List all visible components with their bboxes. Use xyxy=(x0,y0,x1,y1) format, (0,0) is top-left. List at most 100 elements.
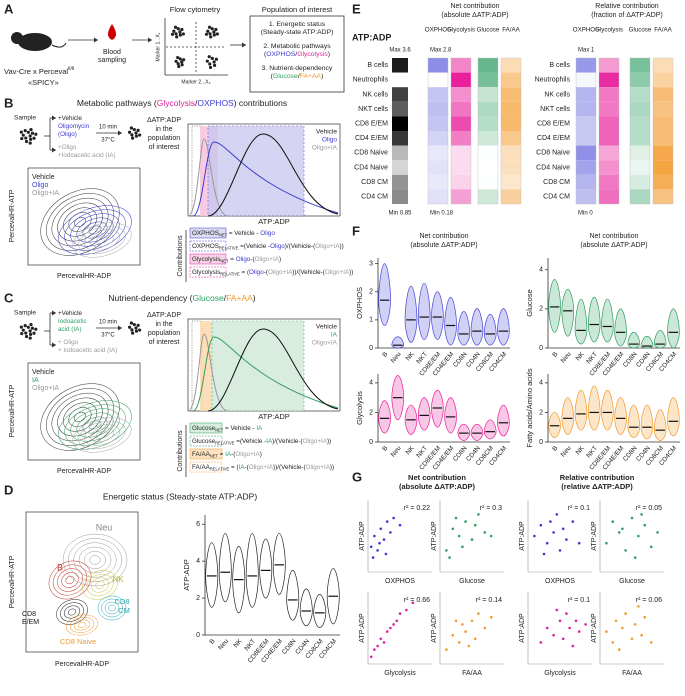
heat-cell xyxy=(653,58,673,73)
cell-dot xyxy=(127,130,132,134)
violin xyxy=(497,404,510,437)
cell-dot xyxy=(136,128,140,132)
heat-cell xyxy=(392,87,408,102)
cell-dot xyxy=(177,64,181,69)
cell-dot xyxy=(178,30,182,34)
scatter-point xyxy=(454,619,458,623)
scatter-point xyxy=(470,538,474,541)
heat-cell xyxy=(392,116,408,131)
axis-label: Glycolysis xyxy=(384,670,416,677)
arrow-head xyxy=(52,342,56,348)
cell-dot xyxy=(172,29,176,33)
cell-dot xyxy=(19,325,23,329)
text-part: Oligo+IA xyxy=(325,269,350,276)
column-frame xyxy=(427,57,449,205)
r-squared: r² = 0.06 xyxy=(636,597,662,604)
heat-cell xyxy=(576,101,596,117)
label: 10 min xyxy=(99,320,117,326)
heat-cell xyxy=(451,101,471,117)
heat-cell xyxy=(392,58,408,73)
text-part: (Steady-state ATP:ADP) xyxy=(261,29,334,36)
text-part: IA xyxy=(239,464,246,471)
text-part: +Oligo xyxy=(58,144,77,151)
text-part: = ( xyxy=(229,464,239,471)
scatter-point xyxy=(398,523,402,527)
contour xyxy=(108,604,116,612)
x-tick-label: B xyxy=(208,638,216,646)
column-label: Glycolysis xyxy=(447,27,475,34)
text-part: / xyxy=(298,73,300,80)
cell-dot xyxy=(173,25,178,29)
contour xyxy=(82,416,108,434)
scatter-point xyxy=(611,641,615,644)
row-label: CD8 Naive xyxy=(354,150,388,157)
axis-label: ATP:ADP xyxy=(182,559,191,591)
contour xyxy=(62,533,128,587)
column-label: OXPHOS xyxy=(573,27,599,34)
legend-entry: Vehicle xyxy=(316,129,337,136)
axis-label: ATP:ADP xyxy=(359,521,366,551)
violin xyxy=(601,298,614,343)
row-label: CD4 CM xyxy=(543,194,570,201)
cell-dot xyxy=(215,32,219,36)
cell-dot xyxy=(214,57,218,61)
x-tick-label: Neu xyxy=(560,445,573,459)
text-part: ))/(Vehicle-( xyxy=(292,269,325,276)
cell-dot xyxy=(131,136,135,140)
cell-dot xyxy=(208,62,212,66)
plot-title: (absolute ΔATP:ADP) xyxy=(410,242,477,249)
scatter-point xyxy=(571,520,575,523)
text-part: -( xyxy=(245,464,250,471)
rich-text: (Steady-state ATP:ADP) xyxy=(261,29,334,36)
cell-dot xyxy=(28,134,32,138)
heat-cell xyxy=(653,174,673,190)
arrow-head xyxy=(242,42,246,48)
r-squared: r² = 0.05 xyxy=(636,505,662,512)
column-label: Glycolysis xyxy=(595,27,623,34)
violin xyxy=(313,594,327,628)
cell-dot xyxy=(176,27,180,31)
text-part: Glycolysis xyxy=(192,269,220,276)
scatter-point xyxy=(382,538,386,541)
scatter-point xyxy=(369,655,373,659)
rich-text: (OXPHOS/Glycolysis) xyxy=(264,51,330,58)
scatter-point xyxy=(565,612,568,615)
contour xyxy=(70,213,120,247)
violin xyxy=(483,313,497,346)
heat-cell xyxy=(599,87,619,102)
cell-dot xyxy=(29,137,33,141)
heatmap-header: (absolute ΔATP:ADP) xyxy=(441,12,508,19)
heat-cell xyxy=(428,72,448,88)
text-part: OXPHOS xyxy=(192,243,219,250)
contour xyxy=(97,595,127,621)
heat-cell xyxy=(599,58,619,73)
text-part: FA/AA xyxy=(192,464,211,471)
group-header: Relative contribution xyxy=(560,473,635,482)
axis-label: Glucose xyxy=(459,578,485,585)
y-tick-label: 0 xyxy=(539,439,543,446)
text-part: Oligo+IA xyxy=(306,464,331,471)
cell-dot xyxy=(174,32,178,36)
heat-cell xyxy=(653,72,673,88)
y-tick-label: 2 xyxy=(539,409,543,416)
r-squared: r² = 0.3 xyxy=(480,505,502,512)
text-part: = xyxy=(218,451,225,458)
heat-cell xyxy=(653,189,673,204)
axis-label: ATP:ADP xyxy=(591,613,598,643)
axis-label: PercevalHR-ADP xyxy=(57,273,111,280)
cell-dot xyxy=(134,326,138,330)
row-label: B cells xyxy=(367,62,388,69)
rich-text: + Oligo xyxy=(58,339,79,346)
text-part: = ( xyxy=(240,269,250,276)
label: Marker 1...X₁ xyxy=(155,32,161,61)
column-label: FA/AA xyxy=(654,27,672,34)
column-frame xyxy=(450,57,472,205)
text-part: = Vehicle - xyxy=(223,425,256,432)
text-part: ) xyxy=(328,51,330,58)
cell-dot xyxy=(129,321,133,325)
axis-label: Glucose xyxy=(619,578,645,585)
text-part: ) xyxy=(253,293,256,303)
formula-box xyxy=(189,435,223,447)
contour xyxy=(89,555,101,565)
scatter-point xyxy=(558,619,562,623)
